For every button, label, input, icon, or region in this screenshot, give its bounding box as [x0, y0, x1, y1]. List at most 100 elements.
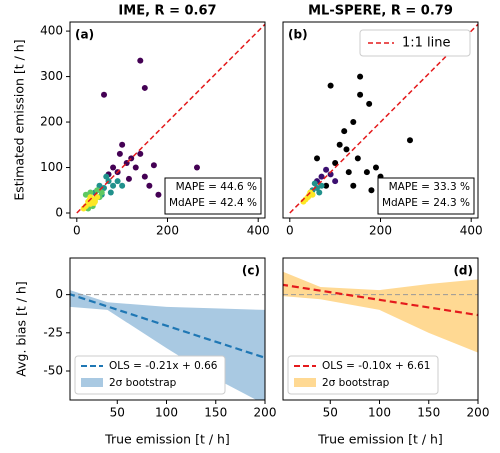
- point: [366, 100, 373, 107]
- plot-area: [283, 271, 478, 353]
- x-tick-label: 50: [110, 406, 125, 420]
- y-tick-label: 400: [40, 24, 63, 38]
- x-tick-label: 0: [286, 224, 294, 238]
- x-tick-label: 200: [156, 224, 179, 238]
- point: [357, 91, 364, 98]
- point: [119, 141, 126, 148]
- point: [87, 189, 94, 196]
- point: [110, 182, 117, 189]
- plot-area: [76, 23, 265, 214]
- x-tick-label: 400: [247, 224, 270, 238]
- x-tick-label: 150: [204, 406, 227, 420]
- point: [318, 182, 325, 189]
- axes-frame: [69, 21, 266, 219]
- point: [368, 187, 375, 194]
- plot-area: [289, 23, 478, 214]
- x-tick-label: 50: [323, 406, 338, 420]
- point: [350, 119, 357, 126]
- point: [354, 155, 361, 162]
- point: [343, 146, 350, 153]
- point: [96, 182, 103, 189]
- point: [363, 169, 370, 176]
- point: [91, 199, 98, 206]
- identity-line: [76, 23, 265, 214]
- point: [193, 164, 200, 171]
- point: [323, 166, 330, 173]
- legend-label: 1:1 line: [402, 36, 451, 51]
- panel-label: (c): [242, 264, 260, 278]
- point: [350, 182, 357, 189]
- stats-box: [377, 177, 475, 215]
- point: [345, 169, 352, 176]
- point: [305, 192, 312, 199]
- panel-title: ML-SPERE, R = 0.79: [308, 4, 453, 19]
- x-axis-label: True emission [t / h]: [104, 432, 230, 447]
- y-tick-label: 100: [40, 160, 63, 174]
- point: [141, 84, 148, 91]
- x-tick-label: 0: [73, 224, 81, 238]
- axes-frame: [282, 21, 479, 219]
- y-tick-label: 200: [40, 115, 63, 129]
- point: [116, 150, 123, 157]
- y-axis-label: Avg. bias [t / h]: [14, 281, 29, 376]
- legend-label: 2σ bootstrap: [322, 377, 390, 389]
- point: [314, 155, 321, 162]
- x-tick-label: 200: [467, 406, 490, 420]
- point: [357, 73, 364, 80]
- x-tick-label: 200: [369, 224, 392, 238]
- point: [332, 178, 339, 185]
- point: [137, 57, 144, 64]
- point: [103, 173, 110, 180]
- point: [94, 187, 101, 194]
- point: [107, 189, 114, 196]
- stats-text: MdAPE = 24.3 %: [382, 197, 470, 209]
- point: [336, 141, 343, 148]
- point: [82, 191, 89, 198]
- y-tick-label: -25: [43, 325, 63, 339]
- y-axis-label: Estimated emission [t / h]: [12, 39, 27, 200]
- point: [150, 162, 157, 169]
- axes-frame: [282, 257, 479, 401]
- point: [94, 194, 101, 201]
- legend-label: OLS = -0.21x + 0.66: [109, 360, 218, 372]
- panel-label: (a): [75, 28, 94, 42]
- legend-patch: [294, 378, 316, 387]
- legend-patch: [81, 378, 103, 387]
- y-tick-label: -50: [43, 363, 63, 377]
- legend-box: [359, 29, 471, 57]
- x-axis-label: True emission [t / h]: [317, 432, 443, 447]
- stats-box: [164, 177, 262, 215]
- x-tick-label: 150: [417, 406, 440, 420]
- panel-label: (d): [453, 264, 473, 278]
- point: [323, 182, 330, 189]
- point: [341, 128, 348, 135]
- stats-text: MAPE = 44.6 %: [176, 181, 257, 193]
- axes-frame: [69, 257, 266, 401]
- x-tick-label: 400: [460, 224, 483, 238]
- point: [311, 180, 318, 187]
- ols-line: [70, 293, 265, 359]
- legend-label: 2σ bootstrap: [109, 377, 177, 389]
- point: [98, 189, 105, 196]
- point: [327, 82, 334, 89]
- point: [132, 164, 139, 171]
- point: [110, 164, 117, 171]
- x-tick-label: 200: [254, 406, 277, 420]
- panel-title: IME, R = 0.67: [118, 4, 216, 19]
- legend-box: [287, 355, 439, 395]
- point: [318, 173, 325, 180]
- x-tick-label: 100: [155, 406, 178, 420]
- legend-box: [74, 355, 226, 395]
- point: [372, 164, 379, 171]
- point: [114, 178, 121, 185]
- stats-text: MAPE = 33.3 %: [389, 181, 470, 193]
- bootstrap-band: [283, 271, 478, 353]
- stats-text: MdAPE = 42.4 %: [169, 197, 257, 209]
- point: [119, 182, 126, 189]
- point: [332, 159, 339, 166]
- point: [141, 173, 148, 180]
- ols-line: [283, 283, 478, 317]
- x-tick-label: 100: [368, 406, 391, 420]
- legend-label: OLS = -0.10x + 6.61: [322, 360, 431, 372]
